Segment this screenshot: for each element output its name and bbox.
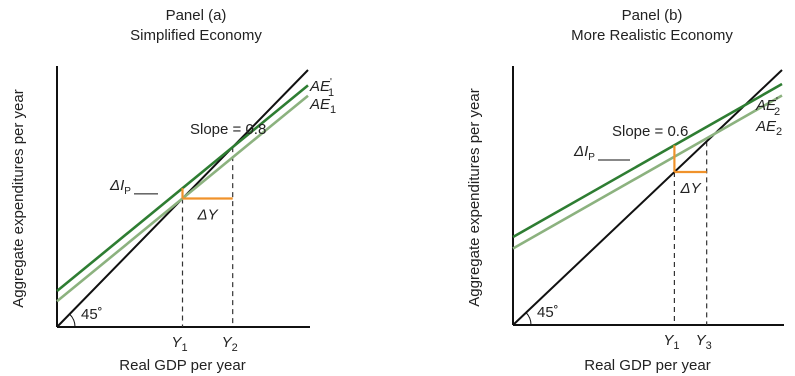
delta-y-label: ΔY (680, 180, 702, 197)
series-label-base: AE (309, 96, 331, 113)
series-label: AE1 (309, 96, 336, 116)
series-label-base: AE (755, 97, 777, 114)
angle-arc (525, 311, 532, 326)
y-axis-label: Aggregate expenditures per year (10, 89, 27, 307)
series-line-forty_five (512, 69, 783, 326)
slope-label: Slope = 0.8 (190, 121, 266, 138)
delta-ip-label: ΔIP (573, 143, 595, 163)
series-label-base: AE (309, 78, 331, 95)
series-label: AE2 (755, 118, 782, 138)
series-line-ae_shifted (512, 82, 783, 239)
panel-subtitle: More Realistic Economy (571, 27, 733, 44)
slope-label: Slope = 0.6 (612, 123, 688, 140)
equilibrium-label-text: Y (663, 332, 674, 349)
equilibrium-label-text: Y (696, 332, 707, 349)
x-axis-label: Real GDP per year (584, 357, 710, 374)
y-axis-label: Aggregate expenditures per year (466, 88, 483, 306)
series-label-base: AE (755, 118, 777, 135)
angle-arc (69, 313, 76, 328)
series-label-sub: 2 (776, 126, 782, 138)
delta-ip-text: ΔI (573, 143, 588, 160)
delta-y-label: ΔY (197, 207, 219, 224)
series-label: AE' 1 (309, 77, 334, 99)
panel-title: Panel (b) (622, 7, 683, 24)
series-label-sup: ' (330, 77, 332, 88)
equilibrium-label-sub: 1 (673, 340, 679, 352)
equilibrium-label-sub: 2 (232, 342, 238, 354)
delta-ip-sub: P (588, 152, 595, 163)
x-axis-label: Real GDP per year (119, 357, 245, 374)
angle-label: 45˚ (537, 304, 559, 321)
series-label-sup: ' (776, 96, 778, 107)
equilibrium-label-sub: 3 (706, 340, 712, 352)
series-label-sub: 2 (774, 106, 780, 118)
equilibrium-label-sub: 1 (181, 342, 187, 354)
panel-b: Panel (b) More Realistic Economy Real GDP … (466, 7, 784, 374)
equilibrium-label: Y2 (222, 334, 238, 354)
series-line-ae_original (512, 94, 783, 250)
series-label: AE' 2 (755, 96, 780, 118)
series-label-sub: 1 (328, 87, 334, 99)
delta-ip-label: ΔIP (109, 177, 131, 197)
series-label-sub: 1 (330, 104, 336, 116)
panel-subtitle: Simplified Economy (130, 27, 262, 44)
angle-label: 45˚ (81, 306, 103, 323)
panel-title: Panel (a) (166, 7, 227, 24)
equilibrium-label: Y1 (663, 332, 679, 352)
equilibrium-label-text: Y (171, 334, 182, 351)
equilibrium-label: Y1 (171, 334, 187, 354)
delta-ip-sub: P (124, 186, 131, 197)
delta-ip-text: ΔI (109, 177, 124, 194)
equilibrium-label: Y3 (696, 332, 712, 352)
panel-a: Panel (a) Simplified Economy Real GDP per … (10, 7, 336, 374)
equilibrium-label-text: Y (222, 334, 233, 351)
